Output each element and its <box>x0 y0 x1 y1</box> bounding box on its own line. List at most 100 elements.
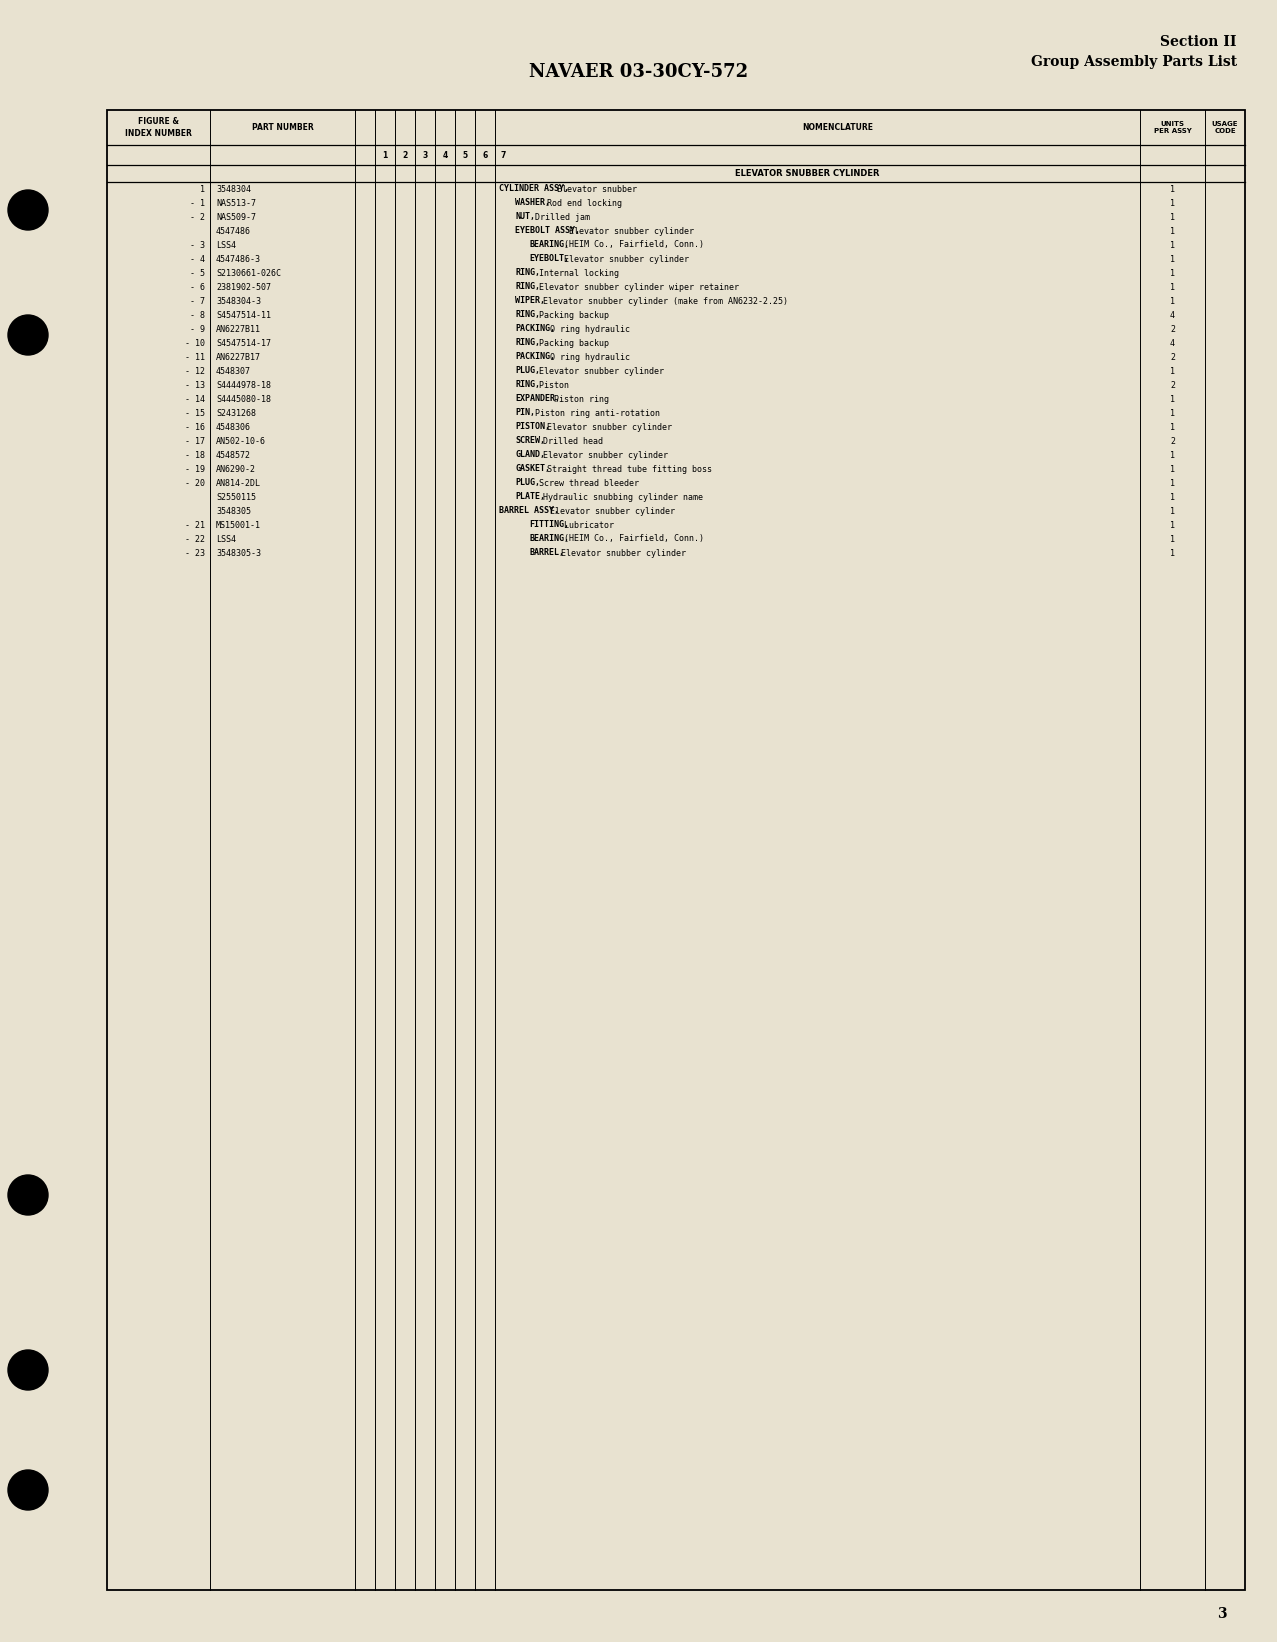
Text: - 15: - 15 <box>185 409 206 417</box>
Text: Elevator snubber cylinder (make from AN6232-2.25): Elevator snubber cylinder (make from AN6… <box>538 297 788 305</box>
Text: - 9: - 9 <box>190 325 206 333</box>
Text: Elevator snubber cylinder: Elevator snubber cylinder <box>559 255 690 263</box>
Text: Packing backup: Packing backup <box>534 310 609 320</box>
Text: PACKING,: PACKING, <box>515 353 555 361</box>
Text: Section II: Section II <box>1161 34 1237 49</box>
Text: 4: 4 <box>1170 338 1175 348</box>
Text: 4547486: 4547486 <box>216 227 252 235</box>
Text: Packing backup: Packing backup <box>534 338 609 348</box>
Text: AN502-10-6: AN502-10-6 <box>216 437 266 445</box>
Text: Internal locking: Internal locking <box>534 269 619 277</box>
Text: NAS509-7: NAS509-7 <box>216 212 255 222</box>
Text: AN6227B17: AN6227B17 <box>216 353 261 361</box>
Text: GASKET,: GASKET, <box>515 465 550 473</box>
Text: 1: 1 <box>1170 506 1175 516</box>
Text: - 23: - 23 <box>185 548 206 558</box>
Text: BEARING,: BEARING, <box>529 240 570 250</box>
Text: 2: 2 <box>1170 353 1175 361</box>
Text: 1: 1 <box>1170 199 1175 207</box>
Text: 1: 1 <box>1170 297 1175 305</box>
Text: FITTING,: FITTING, <box>529 521 570 529</box>
Circle shape <box>8 1470 49 1511</box>
Text: 1: 1 <box>1170 240 1175 250</box>
Text: - 2: - 2 <box>190 212 206 222</box>
Text: 2: 2 <box>402 151 407 159</box>
Text: - 17: - 17 <box>185 437 206 445</box>
Text: AN6290-2: AN6290-2 <box>216 465 255 473</box>
Text: ELEVATOR SNUBBER CYLINDER: ELEVATOR SNUBBER CYLINDER <box>736 169 880 177</box>
Text: PACKING,: PACKING, <box>515 325 555 333</box>
Text: RING,: RING, <box>515 381 540 389</box>
Circle shape <box>8 315 49 355</box>
Text: RING,: RING, <box>515 310 540 320</box>
Text: EXPANDER,: EXPANDER, <box>515 394 561 404</box>
Text: USAGE
CODE: USAGE CODE <box>1212 122 1239 135</box>
Text: - 5: - 5 <box>190 269 206 277</box>
Text: GLAND,: GLAND, <box>515 450 545 460</box>
Text: PLATE,: PLATE, <box>515 493 545 501</box>
Text: Elevator snubber: Elevator snubber <box>552 184 637 194</box>
Text: LSS4: LSS4 <box>216 240 236 250</box>
Text: 1: 1 <box>1170 212 1175 222</box>
Text: WASHER,: WASHER, <box>515 199 550 207</box>
Text: 1: 1 <box>1170 409 1175 417</box>
Text: FIGURE &
INDEX NUMBER: FIGURE & INDEX NUMBER <box>125 118 192 138</box>
Text: 1: 1 <box>1170 184 1175 194</box>
Circle shape <box>8 1350 49 1391</box>
Text: 2: 2 <box>1170 325 1175 333</box>
Text: 1: 1 <box>1170 535 1175 544</box>
Text: 1: 1 <box>1170 493 1175 501</box>
Text: Lubricator: Lubricator <box>559 521 614 529</box>
Text: - 21: - 21 <box>185 521 206 529</box>
Text: 1: 1 <box>1170 366 1175 376</box>
Text: Elevator snubber cylinder wiper retainer: Elevator snubber cylinder wiper retainer <box>534 282 739 292</box>
Text: S2431268: S2431268 <box>216 409 255 417</box>
Text: Elevator snubber cylinder: Elevator snubber cylinder <box>538 450 668 460</box>
Text: (HEIM Co., Fairfield, Conn.): (HEIM Co., Fairfield, Conn.) <box>559 535 705 544</box>
Text: O ring hydraulic: O ring hydraulic <box>545 353 631 361</box>
Text: (HEIM Co., Fairfield, Conn.): (HEIM Co., Fairfield, Conn.) <box>559 240 705 250</box>
Text: NAVAER 03-30CY-572: NAVAER 03-30CY-572 <box>529 62 748 80</box>
Text: BARREL ASSY,: BARREL ASSY, <box>499 506 559 516</box>
Text: NUT,: NUT, <box>515 212 535 222</box>
Text: 1: 1 <box>382 151 388 159</box>
Text: Group Assembly Parts List: Group Assembly Parts List <box>1031 54 1237 69</box>
Text: NOMENCLATURE: NOMENCLATURE <box>802 123 873 131</box>
Text: - 1: - 1 <box>190 199 206 207</box>
Text: Elevator snubber cylinder: Elevator snubber cylinder <box>564 227 695 235</box>
Circle shape <box>8 1176 49 1215</box>
Text: 1: 1 <box>1170 450 1175 460</box>
Text: PLUG,: PLUG, <box>515 478 540 488</box>
Text: BARREL,: BARREL, <box>529 548 564 558</box>
Text: 3: 3 <box>423 151 428 159</box>
Text: O ring hydraulic: O ring hydraulic <box>545 325 631 333</box>
Text: BEARING,: BEARING, <box>529 535 570 544</box>
Text: 4548307: 4548307 <box>216 366 252 376</box>
Text: RING,: RING, <box>515 282 540 292</box>
Text: LSS4: LSS4 <box>216 535 236 544</box>
Text: Rod end locking: Rod end locking <box>541 199 622 207</box>
Text: 4548306: 4548306 <box>216 422 252 432</box>
Text: 2: 2 <box>1170 381 1175 389</box>
Text: Straight thread tube fitting boss: Straight thread tube fitting boss <box>541 465 711 473</box>
Text: NAS513-7: NAS513-7 <box>216 199 255 207</box>
Text: RING,: RING, <box>515 269 540 277</box>
Text: S2550115: S2550115 <box>216 493 255 501</box>
Text: - 16: - 16 <box>185 422 206 432</box>
Text: Piston: Piston <box>534 381 570 389</box>
Text: S2130661-026C: S2130661-026C <box>216 269 281 277</box>
Text: S4445080-18: S4445080-18 <box>216 394 271 404</box>
Text: UNITS
PER ASSY: UNITS PER ASSY <box>1153 122 1191 135</box>
Text: 3548305-3: 3548305-3 <box>216 548 261 558</box>
Text: Drilled head: Drilled head <box>538 437 603 445</box>
Text: - 12: - 12 <box>185 366 206 376</box>
Text: - 7: - 7 <box>190 297 206 305</box>
Text: - 20: - 20 <box>185 478 206 488</box>
Text: RING,: RING, <box>515 338 540 348</box>
Text: 4: 4 <box>1170 310 1175 320</box>
Text: - 11: - 11 <box>185 353 206 361</box>
Text: AN6227B11: AN6227B11 <box>216 325 261 333</box>
Text: - 13: - 13 <box>185 381 206 389</box>
Text: Elevator snubber cylinder: Elevator snubber cylinder <box>555 548 686 558</box>
Bar <box>107 110 1245 1589</box>
